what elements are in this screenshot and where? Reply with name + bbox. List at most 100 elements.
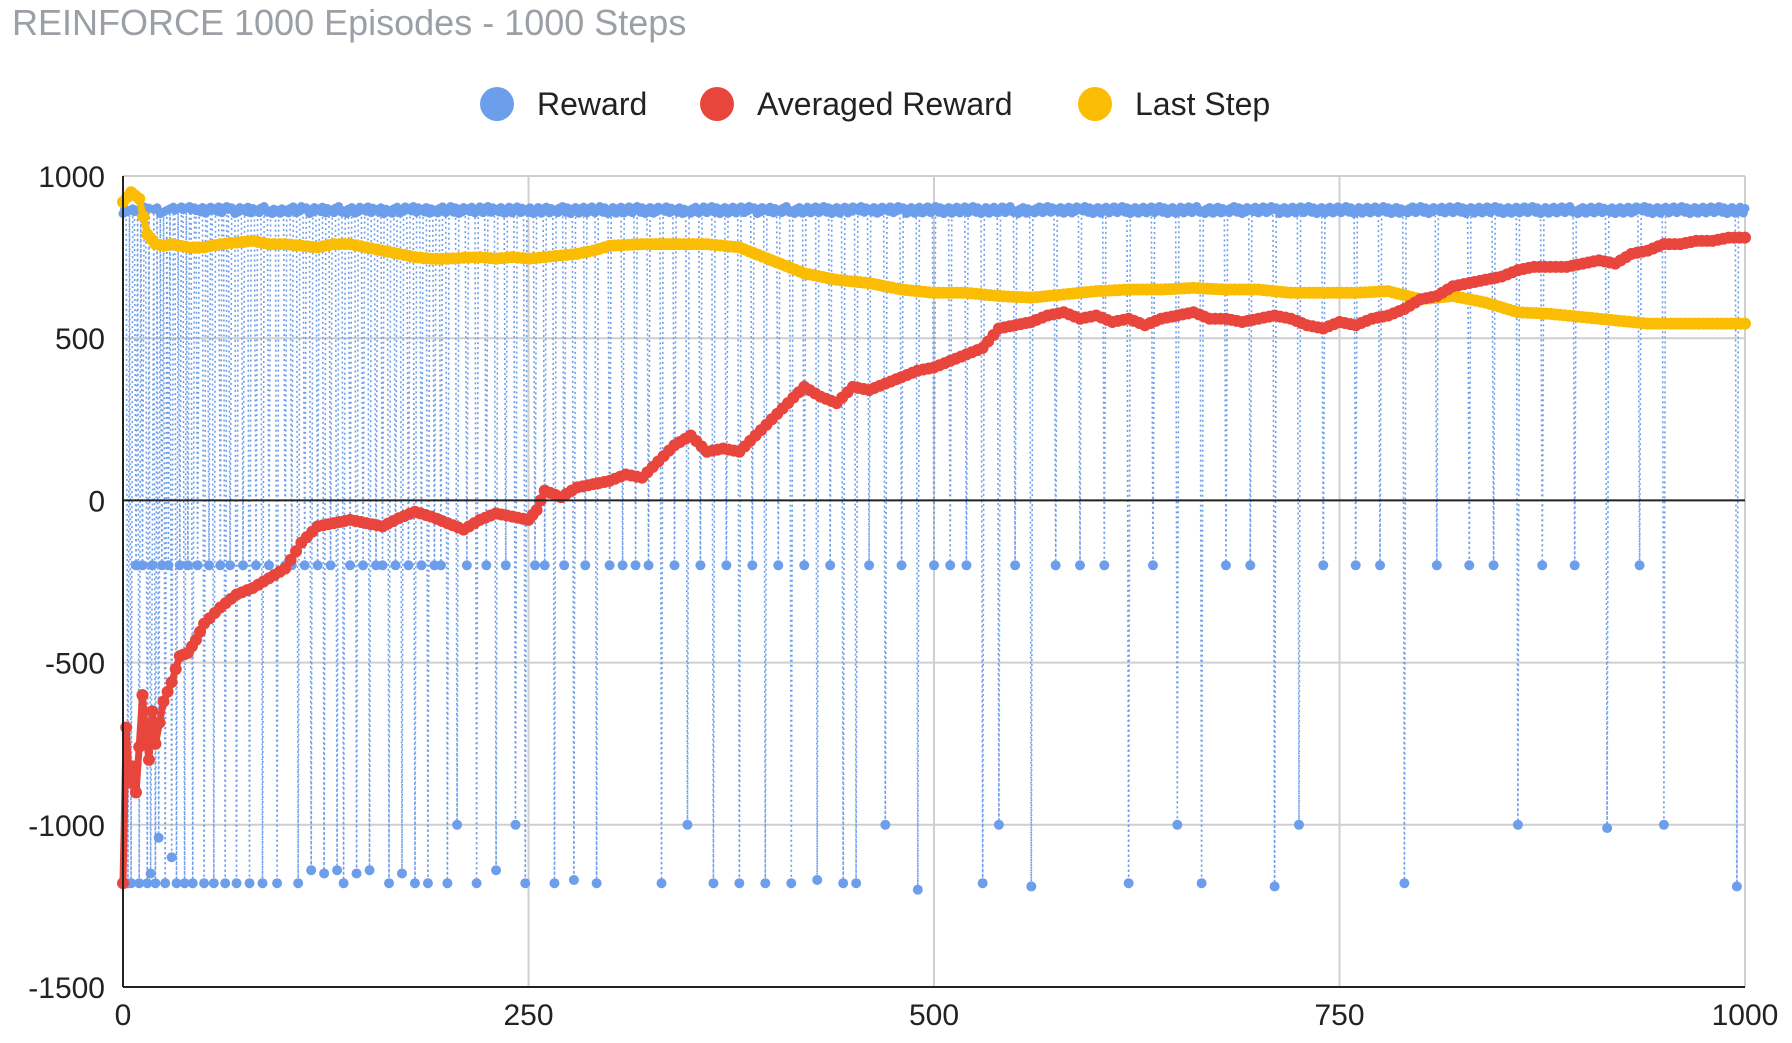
reward-point — [134, 878, 145, 889]
reward-point — [203, 560, 214, 571]
reward-point — [351, 868, 362, 879]
reward-point — [442, 878, 453, 889]
averaged-reward-point — [290, 545, 303, 558]
reward-point — [1464, 560, 1475, 571]
reward-point — [1375, 560, 1386, 571]
reward-point — [179, 878, 190, 889]
reward-point — [145, 868, 156, 879]
reward-point — [319, 868, 330, 879]
reward-point — [263, 560, 274, 571]
reward-point — [1099, 560, 1110, 571]
reward-point — [500, 560, 511, 571]
averaged-reward-point — [139, 727, 152, 740]
reward-point — [481, 560, 492, 571]
reward-point — [760, 878, 771, 889]
averaged-reward-point — [153, 716, 166, 729]
reward-point — [549, 878, 560, 889]
reward-point — [1220, 560, 1231, 571]
y-tick-label: 500 — [55, 323, 105, 356]
last-step-point — [133, 192, 146, 205]
reward-point — [199, 878, 210, 889]
reward-point — [580, 560, 591, 571]
reward-point — [416, 560, 427, 571]
averaged-reward-series — [117, 231, 1751, 890]
reward-point — [1731, 881, 1742, 892]
reward-point — [734, 878, 745, 889]
averaged-reward-point — [142, 753, 155, 766]
averaged-reward-point — [161, 685, 174, 698]
averaged-reward-point — [136, 689, 149, 702]
averaged-reward-point — [1739, 231, 1751, 244]
legend: Reward Averaged Reward Last Step — [480, 86, 1270, 122]
reward-point — [1050, 560, 1061, 571]
reward-point — [568, 874, 579, 885]
reward-point — [171, 878, 182, 889]
reward-point — [1026, 881, 1037, 892]
legend-reward-swatch — [480, 87, 514, 121]
reward-point — [306, 865, 317, 876]
averaged-reward-point — [146, 705, 159, 718]
reward-point — [187, 878, 198, 889]
reward-point — [945, 560, 956, 571]
reward-point — [1602, 823, 1613, 834]
legend-last-step-swatch — [1078, 87, 1112, 121]
reward-point — [435, 560, 446, 571]
x-tick-label: 500 — [909, 999, 959, 1032]
reward-point — [1658, 819, 1669, 830]
reward-point — [377, 560, 388, 571]
averaged-reward-point — [279, 562, 292, 575]
reward-point — [160, 878, 171, 889]
averaged-reward-point — [157, 695, 170, 708]
reward-point — [773, 560, 784, 571]
reward-point — [272, 878, 283, 889]
reward-point — [838, 878, 849, 889]
reward-point — [656, 878, 667, 889]
x-tick-label: 250 — [503, 999, 553, 1032]
reward-point — [384, 878, 395, 889]
reward-point — [1569, 560, 1580, 571]
averaged-reward-point — [284, 553, 297, 566]
reward-point — [1512, 819, 1523, 830]
reward-point — [182, 560, 193, 571]
reward-point — [961, 560, 972, 571]
reward-point — [617, 560, 628, 571]
x-tick-label: 0 — [115, 999, 132, 1032]
reward-point — [126, 878, 137, 889]
averaged-reward-point — [123, 776, 136, 789]
legend-averaged-reward-swatch — [700, 87, 734, 121]
reward-point — [137, 560, 148, 571]
legend-reward-label: Reward — [537, 86, 647, 122]
reward-point — [643, 560, 654, 571]
reward-point — [231, 878, 242, 889]
y-tick-label: -500 — [45, 648, 105, 681]
reward-point — [403, 560, 414, 571]
reward-point — [851, 878, 862, 889]
reward-point — [147, 560, 158, 571]
reward-point — [864, 560, 875, 571]
reward-point — [244, 878, 255, 889]
reward-point — [669, 560, 680, 571]
reward-point — [208, 878, 219, 889]
reward-point — [708, 878, 719, 889]
reward-point — [812, 874, 823, 885]
reward-point — [825, 560, 836, 571]
reward-point — [1431, 560, 1442, 571]
reward-point — [1245, 560, 1256, 571]
reward-point — [510, 819, 521, 830]
reward-point — [166, 852, 177, 863]
reward-point — [1350, 560, 1361, 571]
y-tick-label: 1000 — [38, 161, 105, 194]
legend-last-step-label: Last Step — [1135, 86, 1270, 122]
reward-point — [364, 865, 375, 876]
reward-point — [225, 560, 236, 571]
reward-point — [409, 878, 420, 889]
reward-point — [929, 560, 939, 571]
reward-point — [993, 819, 1004, 830]
reward-point — [192, 560, 203, 571]
reward-point — [257, 878, 268, 889]
reward-point — [332, 865, 343, 876]
reward-point — [630, 560, 641, 571]
last-step-point — [1739, 317, 1751, 330]
reward-point — [977, 878, 988, 889]
reward-point — [251, 560, 262, 571]
